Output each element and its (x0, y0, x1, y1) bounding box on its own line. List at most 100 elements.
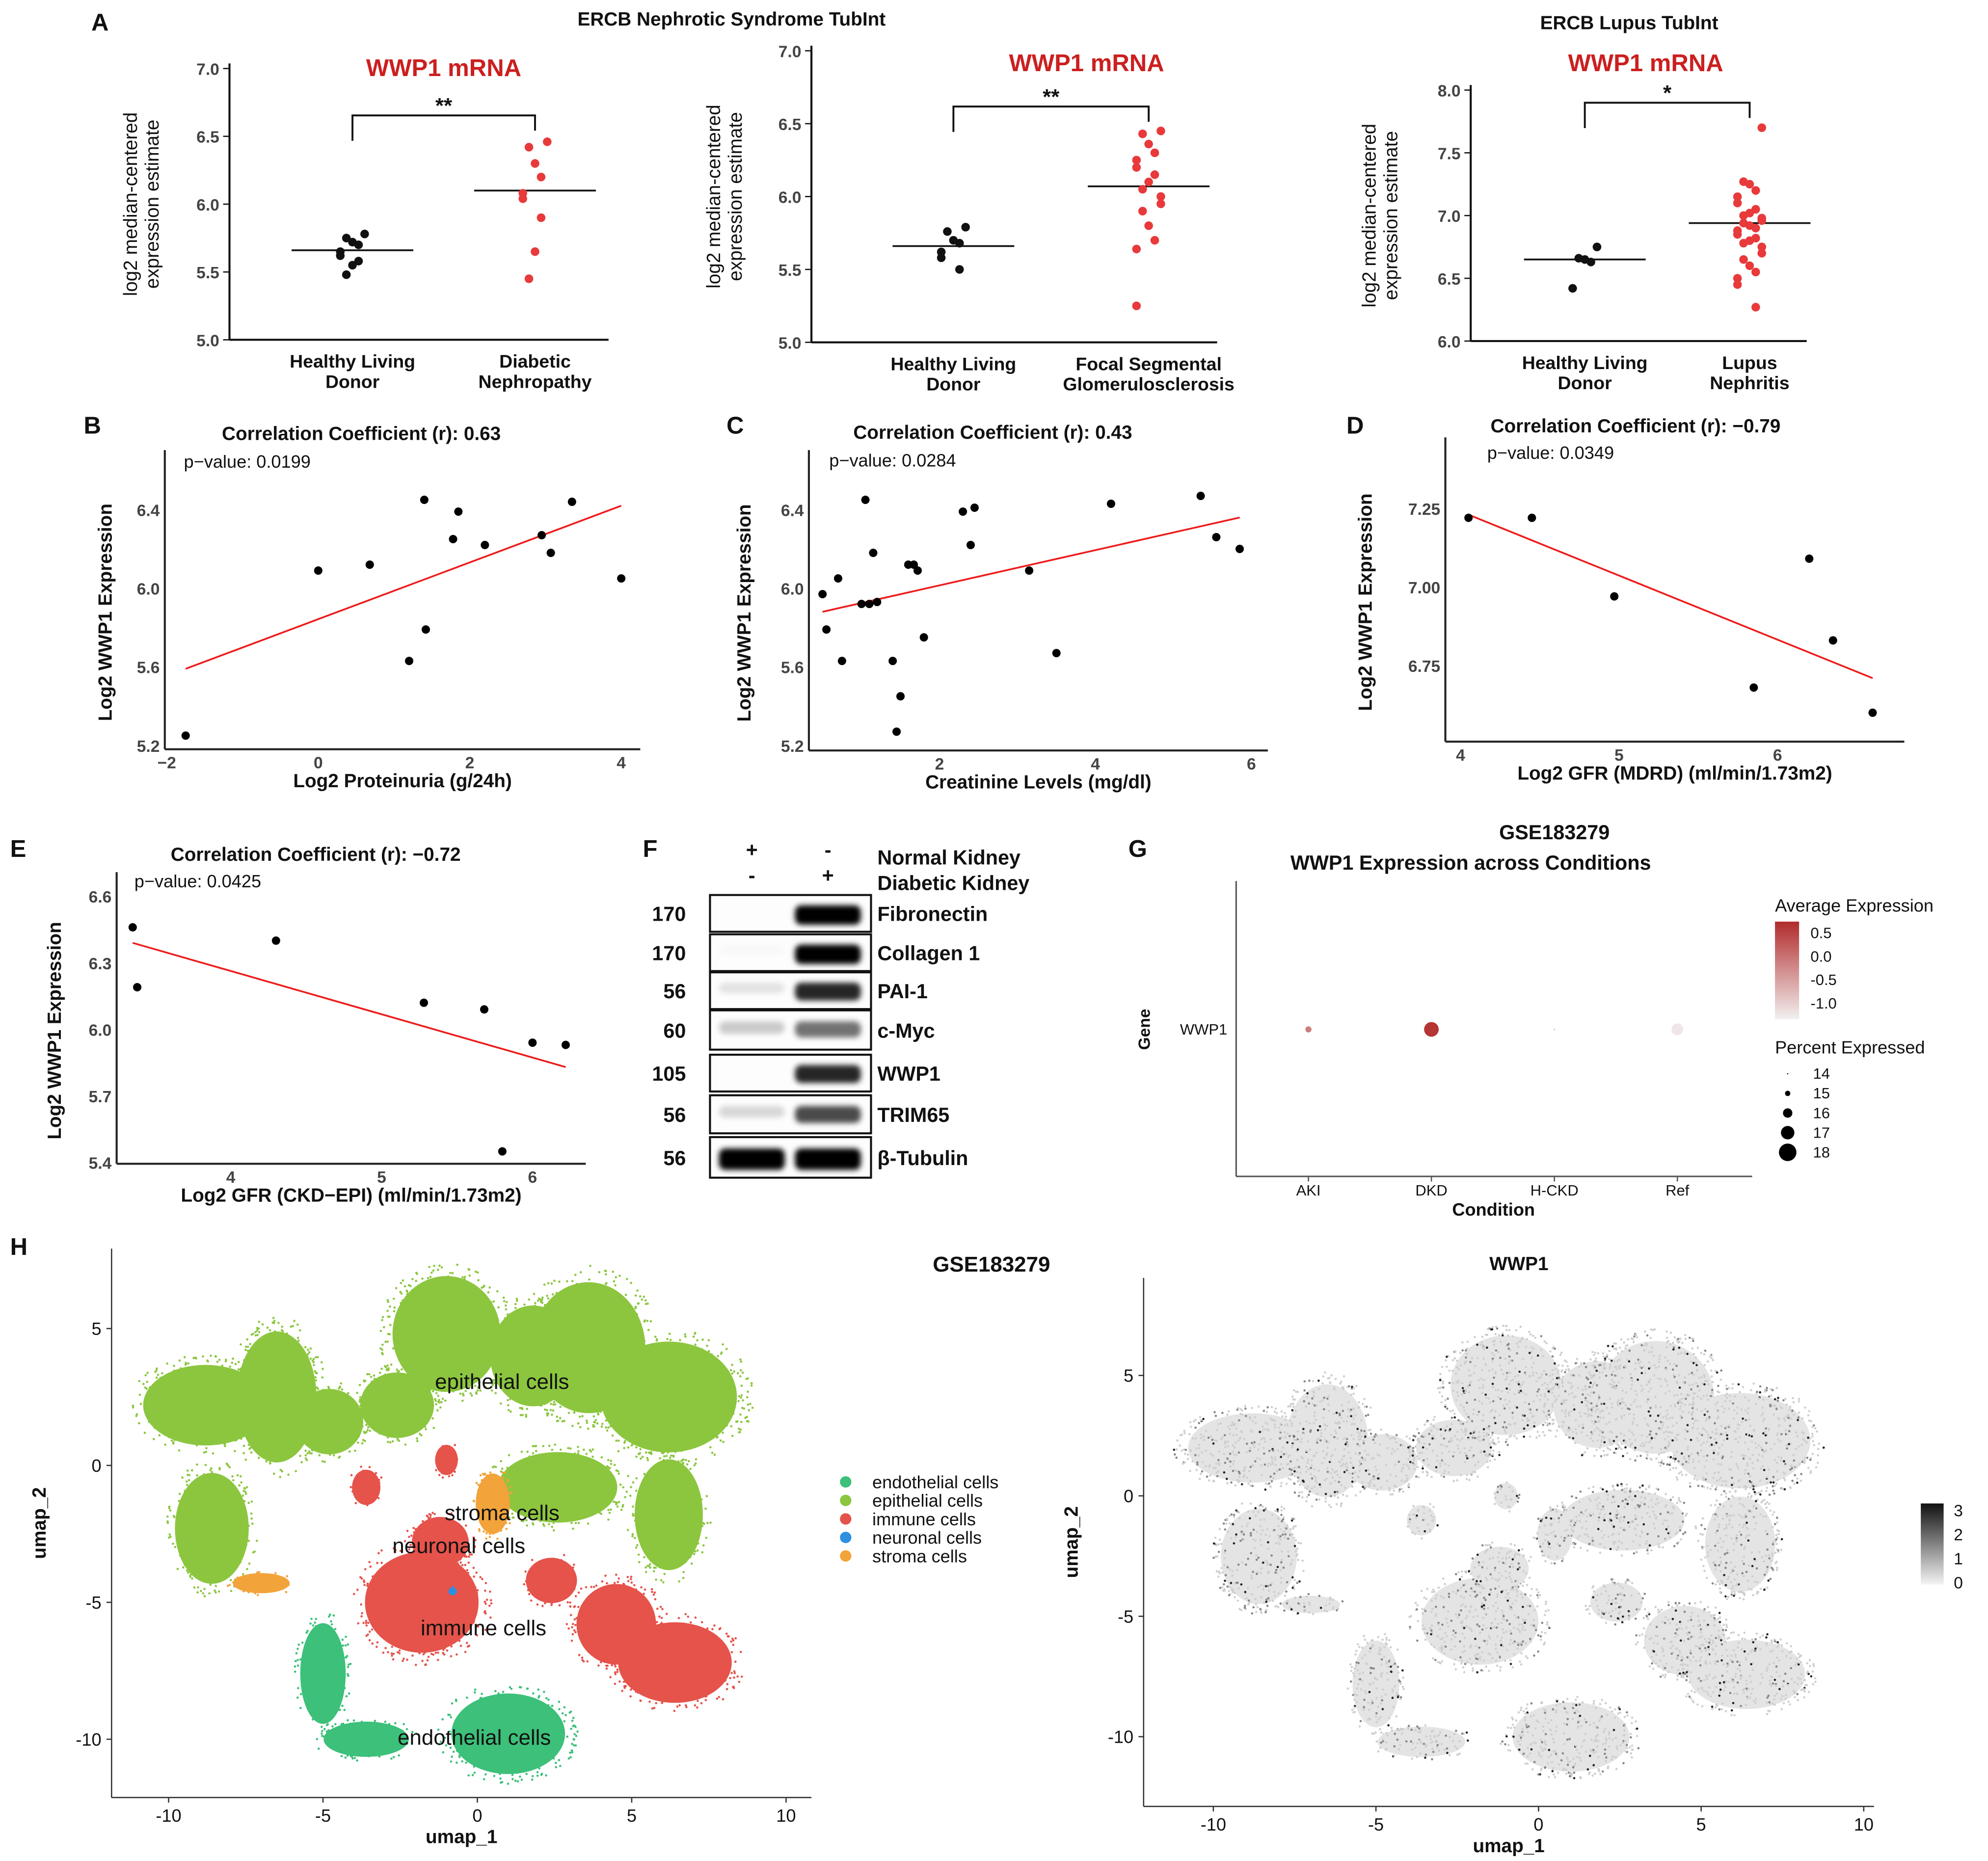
cell-point (634, 1305, 637, 1308)
cell-point (693, 1538, 695, 1541)
cell-point (508, 1756, 511, 1759)
cell-point (514, 1387, 517, 1390)
cell-point (730, 1394, 732, 1397)
cell-point (624, 1436, 627, 1439)
cell-point (466, 1574, 469, 1577)
cell-point (295, 1345, 297, 1347)
cell-point (189, 1509, 191, 1512)
cell-point (572, 1332, 575, 1335)
expression-dot (1671, 1023, 1684, 1036)
cell-point (674, 1363, 677, 1366)
cell-point (360, 1615, 363, 1618)
cell-point (168, 1436, 170, 1438)
cell-point (484, 1590, 486, 1592)
cell-point (392, 1658, 395, 1661)
cell-point (379, 1347, 382, 1350)
cell-point (725, 1632, 728, 1635)
cell-point (469, 1707, 472, 1710)
cell-point (195, 1444, 198, 1447)
cell-point (394, 1321, 397, 1324)
cell-point (529, 1458, 531, 1461)
cell-point (227, 1368, 230, 1371)
cell-point (643, 1556, 645, 1559)
cell-point (240, 1428, 242, 1431)
data-point (1138, 185, 1147, 194)
cell-point (601, 1408, 603, 1411)
cell-point (626, 1303, 628, 1306)
cell-point (444, 1604, 447, 1606)
cell-point (583, 1489, 585, 1491)
cell-point (519, 1765, 522, 1768)
cell-point (425, 1590, 428, 1593)
cell-point (625, 1356, 628, 1358)
cell-point (585, 1487, 588, 1489)
cell-point (680, 1449, 683, 1452)
cell-point (598, 1289, 601, 1292)
cell-point (198, 1384, 201, 1387)
cell-point (381, 1413, 384, 1415)
cell-point (734, 1637, 737, 1640)
cell-point (675, 1535, 678, 1538)
cell-point (605, 1282, 608, 1284)
y-axis-label: Log2 WWP1 Expression (95, 504, 116, 721)
data-point (1150, 236, 1159, 245)
cell-point (655, 1701, 657, 1704)
protein-band (795, 1106, 861, 1123)
cell-point (675, 1498, 678, 1500)
cell-point (480, 1765, 483, 1768)
cell-point (490, 1301, 493, 1304)
cell-point (357, 1417, 360, 1420)
cell-point (519, 1346, 522, 1349)
cell-point (387, 1405, 390, 1408)
cell-point (235, 1393, 238, 1396)
cell-point (546, 1409, 548, 1411)
cell-point (411, 1560, 413, 1563)
cell-point (407, 1425, 410, 1427)
data-point (449, 535, 457, 544)
data-point (909, 560, 918, 569)
cell-point (605, 1273, 607, 1276)
cell-point (665, 1391, 668, 1394)
cell-point (193, 1407, 196, 1409)
cell-point (411, 1329, 414, 1331)
cell-point (577, 1446, 579, 1448)
cell-point (649, 1566, 652, 1569)
protein-label: PAI-1 (877, 980, 928, 1003)
blot-row: 56 PAI-1 (663, 971, 928, 1010)
cell-point (631, 1535, 634, 1538)
cell-point (492, 1300, 495, 1303)
data-point (1757, 216, 1766, 225)
cell-point (244, 1432, 246, 1434)
cell-point (240, 1373, 242, 1376)
cell-point (421, 1572, 424, 1575)
cell-point (645, 1547, 648, 1550)
cell-point (456, 1594, 458, 1596)
cell-point (554, 1315, 557, 1318)
cell-point (628, 1684, 631, 1686)
cell-point (629, 1494, 632, 1497)
cell-point (751, 1407, 754, 1409)
cell-point (691, 1376, 693, 1379)
cell-point (678, 1397, 681, 1399)
cell-point (577, 1492, 580, 1495)
cell-point (676, 1541, 679, 1543)
cell-point (561, 1724, 563, 1726)
cell-point (584, 1511, 587, 1514)
data-point (1751, 186, 1760, 195)
cell-point (580, 1480, 583, 1483)
protein-band (795, 905, 861, 925)
cell-point (617, 1644, 619, 1647)
cell-point (731, 1363, 733, 1366)
cell-point (582, 1388, 585, 1391)
cell-point (212, 1570, 215, 1572)
cell-point (747, 1390, 749, 1393)
cell-point (267, 1400, 269, 1402)
cell-point (601, 1470, 604, 1473)
cell-point (171, 1429, 174, 1431)
cell-point (454, 1562, 457, 1565)
cell-point (661, 1608, 664, 1610)
cell-point (622, 1583, 625, 1585)
cell-point (459, 1354, 462, 1357)
cell-point (625, 1343, 628, 1346)
cell-point (700, 1621, 703, 1623)
